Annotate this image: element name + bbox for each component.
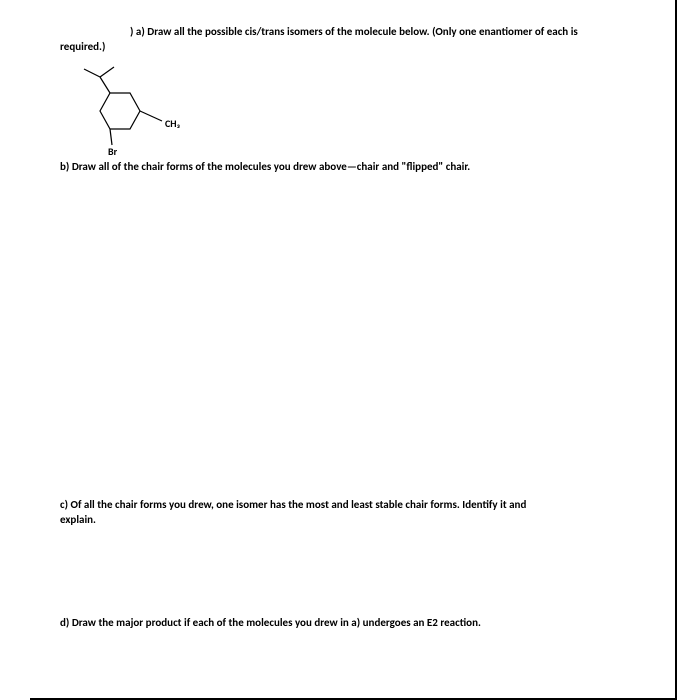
question-a-line2: required.) xyxy=(60,40,650,53)
question-b: b) Draw all of the chair forms of the mo… xyxy=(60,160,650,173)
question-c-line2: explain. xyxy=(60,513,650,526)
question-a-line1: ) a) Draw all the possible cis/trans iso… xyxy=(130,25,650,38)
question-a-prefix: ) a) xyxy=(130,25,145,38)
question-d: d) Draw the major product if each of the… xyxy=(60,616,650,629)
molecule-svg xyxy=(70,61,200,156)
molecule-label-ch3: CH₃ xyxy=(165,117,180,130)
page-content: ) a) Draw all the possible cis/trans iso… xyxy=(60,25,650,680)
question-a-text1: Draw all the possible cis/trans isomers … xyxy=(145,25,578,38)
molecule-diagram: CH₃ Br xyxy=(70,61,200,156)
molecule-label-br: Br xyxy=(108,145,117,158)
question-c-line1: c) Of all the chair forms you drew, one … xyxy=(60,498,650,511)
